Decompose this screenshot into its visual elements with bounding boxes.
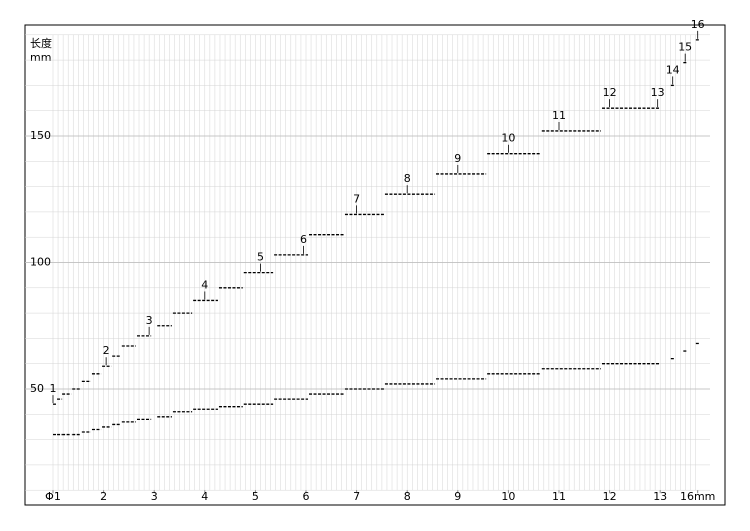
annotation-label: 7 [353, 192, 360, 205]
x-tick-label: 8 [404, 490, 411, 503]
y-tick-label: 100 [30, 256, 51, 269]
annotation-label: 8 [404, 172, 411, 185]
annotation-label: 15 [678, 41, 692, 54]
annotation-label: 2 [103, 344, 110, 357]
annotation-label: 3 [146, 314, 153, 327]
x-tick-label: 16mm [680, 490, 715, 503]
x-tick-label: 3 [151, 490, 158, 503]
annotation-label: 13 [651, 86, 665, 99]
x-tick-label: 11 [552, 490, 566, 503]
annotation-label: 4 [201, 278, 208, 291]
annotation-label: 6 [300, 233, 307, 246]
x-tick-label: 9 [454, 490, 461, 503]
x-tick-label: 5 [252, 490, 259, 503]
annotation-label: 12 [603, 86, 617, 99]
x-tick-label: 13 [653, 490, 667, 503]
annotation-label: 16 [691, 18, 705, 31]
x-tick-label: 7 [353, 490, 360, 503]
x-tick-label: 6 [303, 490, 310, 503]
annotation-label: 9 [454, 152, 461, 165]
x-tick-label: 12 [603, 490, 617, 503]
annotation-label: 5 [257, 251, 264, 264]
x-tick-label: 4 [201, 490, 208, 503]
y-tick-label: 50 [30, 382, 44, 395]
x-tick-label: Φ1 [45, 490, 61, 503]
x-tick-label: 2 [100, 490, 107, 503]
annotation-label: 14 [666, 63, 680, 76]
x-tick-label: 10 [501, 490, 515, 503]
annotation-label: 11 [552, 109, 566, 122]
y-axis-label: 长度 [30, 36, 52, 50]
frame [24, 24, 726, 506]
annotation-label: 10 [501, 132, 515, 145]
y-axis-unit: mm [30, 51, 51, 64]
annotation-label: 1 [50, 382, 57, 395]
y-tick-label: 150 [30, 129, 51, 142]
